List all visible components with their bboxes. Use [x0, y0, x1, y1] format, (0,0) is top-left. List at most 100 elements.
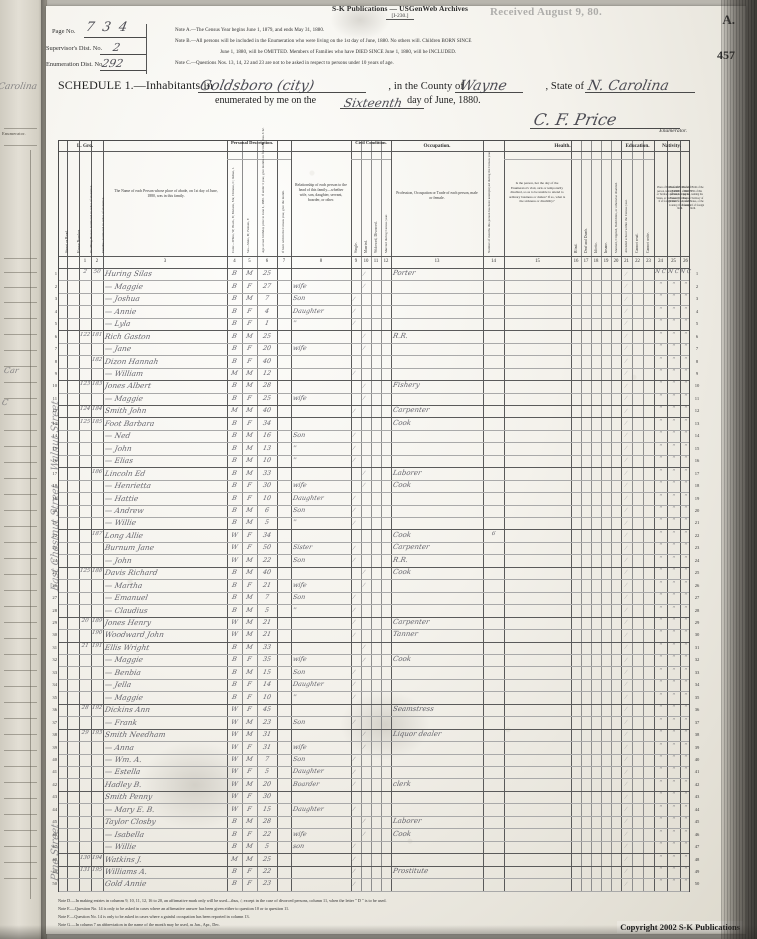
cell-color: B — [231, 443, 238, 452]
cell-mother: '' — [683, 817, 688, 824]
cell-rel: '' — [292, 443, 298, 452]
colnum-19: 19 — [603, 259, 609, 264]
cell-mother: '' — [683, 829, 688, 836]
cell-color: W — [230, 754, 239, 763]
cell-rel: '' — [292, 319, 298, 328]
cell-mother: '' — [683, 705, 688, 712]
bottom-note-e: Note E.—Question No. 14 is only to be as… — [58, 906, 290, 911]
row-separator — [59, 878, 689, 880]
row-number-left: 11 — [52, 395, 57, 401]
cell-occ: Laborer — [392, 817, 423, 826]
cell-sex: M — [245, 754, 254, 763]
supervisor-district-label: Supervisor's Dist. No. — [46, 45, 103, 52]
row-number-right: 42 — [694, 781, 700, 787]
cell-mother: '' — [683, 505, 688, 512]
enumerated-line: enumerated by me on the day of June, 188… — [215, 95, 481, 106]
row-number-right: 27 — [694, 595, 700, 601]
row-number-right: 6 — [695, 333, 699, 339]
cell-age: 10 — [262, 692, 272, 701]
row-number-left: 29 — [52, 620, 57, 625]
cell-color: B — [231, 505, 238, 514]
enumerated-day-value: Sixteenth — [342, 96, 404, 110]
cell-mother: '' — [683, 481, 688, 488]
cell-age: 28 — [262, 817, 272, 826]
cell-sex: F — [246, 792, 253, 801]
enumeration-district-label: Enumeration Dist. No. — [46, 61, 104, 68]
cell-sex: F — [246, 767, 253, 776]
cell-color: M — [230, 369, 239, 377]
cell-birth: '' — [658, 842, 663, 849]
cell-name: — Maggie — [104, 655, 144, 665]
cell-birth: '' — [658, 680, 663, 687]
row-number-right: 44 — [694, 806, 700, 812]
cell-age: 5 — [264, 518, 270, 527]
cell-sex: M — [245, 605, 254, 614]
cell-sex: M — [245, 456, 254, 465]
cell-rel: '' — [292, 692, 298, 701]
cell-mother: '' — [683, 281, 688, 288]
cell-name: — William — [104, 369, 144, 378]
cell-name: Long Allie — [104, 530, 144, 540]
cell-color: B — [231, 269, 238, 278]
cell-age: 20 — [262, 344, 272, 353]
row-number-right: 28 — [694, 607, 700, 613]
cell-age: 12 — [262, 369, 272, 377]
cell-sex: F — [246, 493, 253, 502]
cell-age: 21 — [262, 618, 272, 626]
row-number-left: 41 — [52, 769, 57, 775]
cell-color: B — [231, 431, 238, 440]
cell-family: 186 — [91, 468, 103, 475]
col-23-caption: Cannot write. — [646, 232, 650, 253]
cell-occ: Cook — [392, 418, 412, 427]
row-separator — [59, 741, 689, 743]
cell-rel: Son — [292, 431, 307, 440]
row-number-right: 31 — [694, 644, 700, 650]
county-prefix: , in the County of — [388, 81, 464, 92]
cell-father: '' — [671, 730, 676, 737]
cell-age: 31 — [262, 730, 272, 739]
cell-name: — Jane — [104, 344, 133, 354]
row-separator — [59, 392, 689, 394]
cell-mother: '' — [683, 593, 688, 600]
cell-age: 34 — [262, 418, 272, 427]
cell-age: 33 — [262, 468, 272, 477]
cell-name: — Isabella — [104, 829, 145, 839]
note-a: Note A.—The Census Year begins June 1, 1… — [175, 28, 325, 33]
bottom-note-g: Note G.—In column 7 an abbreviation in t… — [58, 922, 220, 927]
cell-birth: '' — [658, 754, 663, 761]
row-number-right: 36 — [694, 707, 700, 713]
row-separator — [59, 753, 689, 755]
row-number-left: 13 — [52, 420, 57, 426]
cell-sex: F — [246, 481, 253, 490]
cell-unemp: 6 — [491, 530, 496, 537]
colnum-4: 4 — [233, 259, 236, 264]
row-number-right: 1 — [695, 271, 699, 277]
colnum-12: 12 — [383, 259, 389, 264]
row-separator — [59, 815, 689, 817]
cell-sex: F — [246, 879, 253, 888]
family-separator — [59, 703, 689, 705]
cell-sex: M — [245, 842, 254, 851]
cell-name: — Maggie — [104, 692, 144, 702]
row-number-left: 26 — [52, 582, 57, 588]
col-25-caption-visible: Place of Birth of the FATHER of this per… — [668, 186, 692, 210]
census-table: L. Gro. Personal Description. Civil Cond… — [52, 128, 704, 892]
cell-birth: '' — [658, 829, 663, 836]
cell-sex: F — [246, 804, 253, 813]
cell-sex: M — [245, 381, 254, 390]
row-number-left: 9 — [54, 371, 57, 376]
cell-name: Dizon Hannah — [104, 356, 160, 366]
cell-birth: '' — [658, 817, 663, 824]
cell-family: 181 — [91, 331, 103, 338]
row-separator — [59, 367, 689, 369]
row-separator — [59, 554, 689, 556]
cell-color: B — [231, 655, 238, 664]
cell-age: 25 — [262, 331, 272, 340]
cell-family: 191 — [91, 642, 103, 649]
cell-sex: F — [246, 705, 253, 714]
cell-mother: '' — [683, 294, 688, 301]
enumeration-district-value: 292 — [100, 57, 125, 70]
cell-birth: '' — [658, 717, 663, 724]
cell-family: 187 — [91, 530, 103, 537]
cell-occ: Carpenter — [392, 543, 431, 552]
